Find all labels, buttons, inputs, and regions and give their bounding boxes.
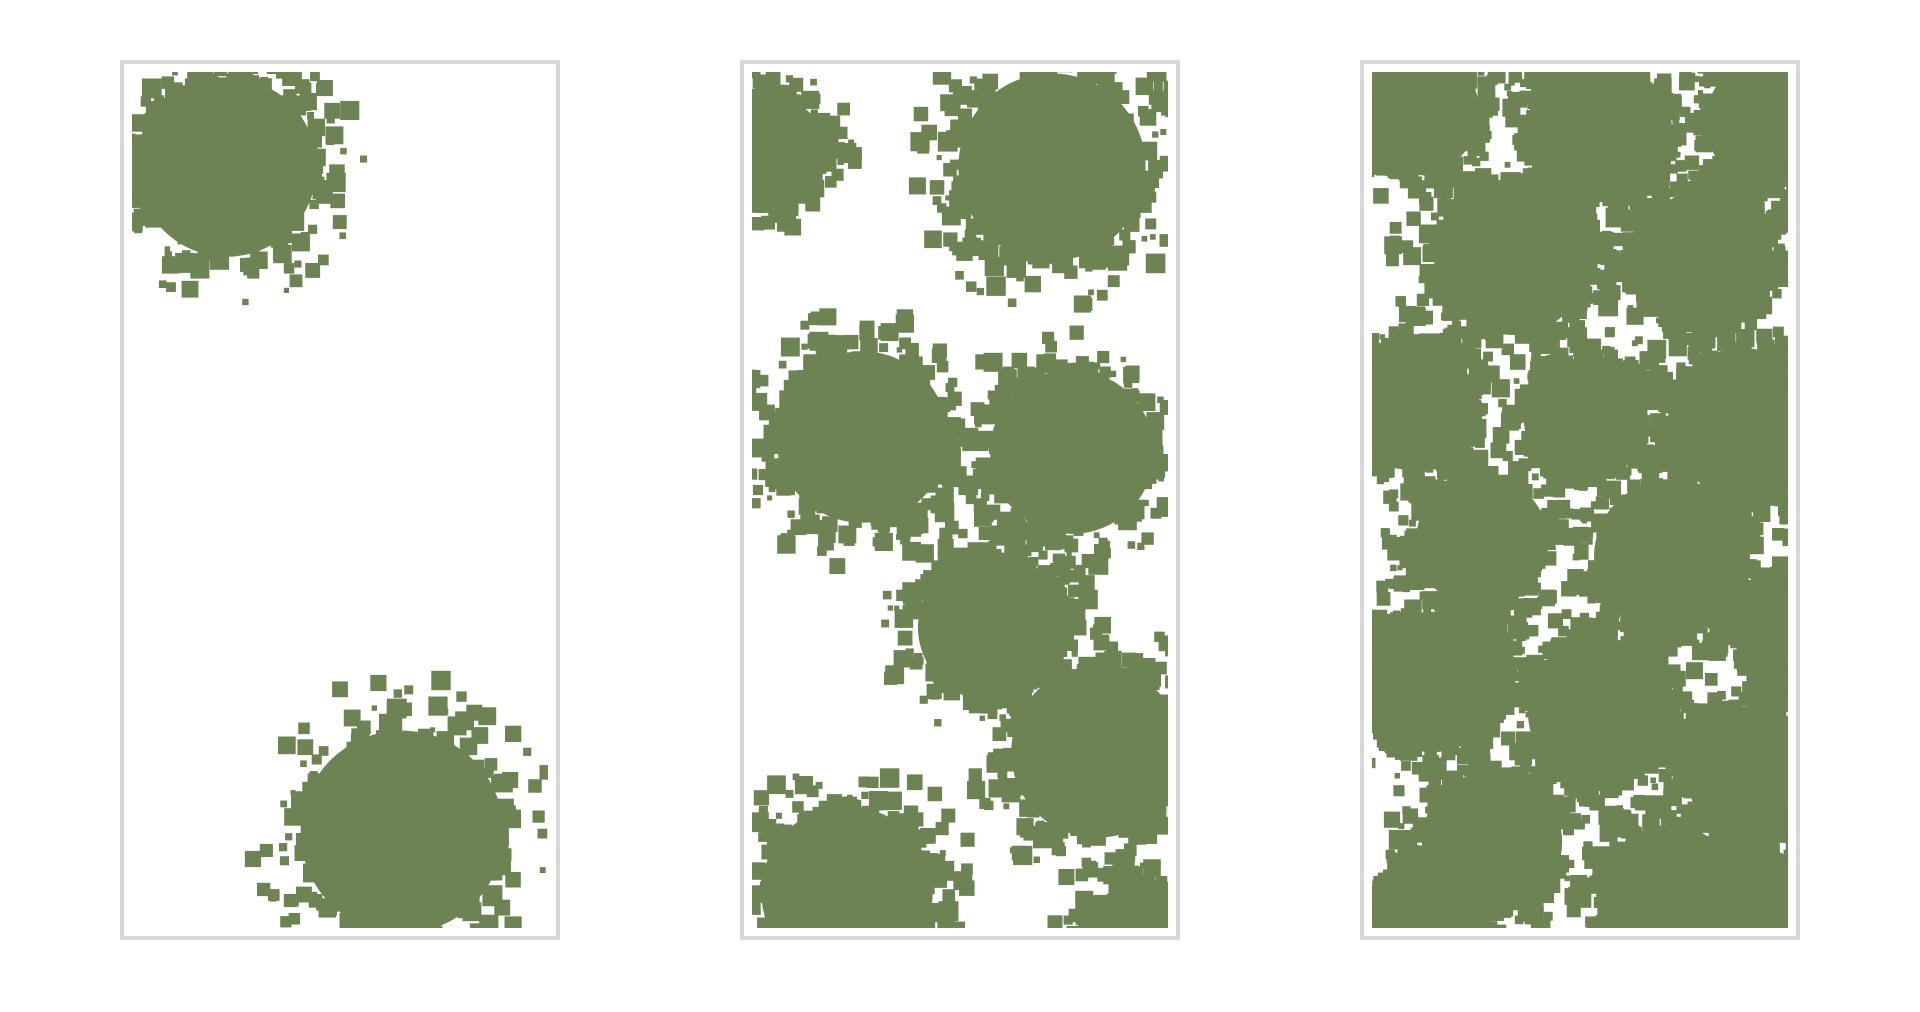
panel-medium [740,60,1180,940]
panel-canvas [1372,72,1788,928]
diagram-stage [0,0,1920,1012]
mold-blob [132,72,367,305]
panel-sparse [120,60,560,940]
panel-canvas [752,72,1168,928]
mold-blob [909,72,1168,313]
panel-dense [1360,60,1800,940]
mold-blob [245,671,548,928]
mold-blob [752,72,862,236]
panel-canvas [132,72,548,928]
mold-blob [943,326,1168,581]
mold-blob [752,768,975,928]
